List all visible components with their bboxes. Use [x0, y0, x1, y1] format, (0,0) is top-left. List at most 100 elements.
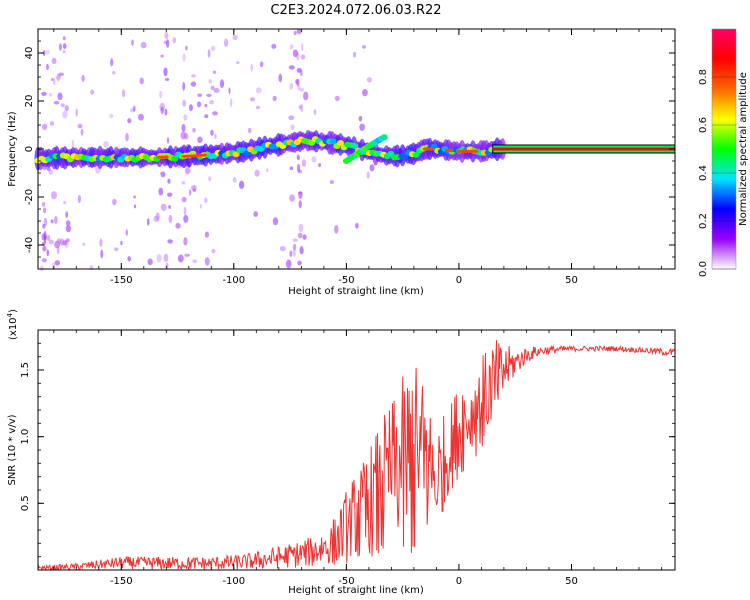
noise-blob — [334, 225, 339, 234]
noise-blob — [147, 258, 153, 266]
noise-blob — [41, 91, 47, 96]
noise-blob — [50, 219, 54, 224]
snr-x-tick-label: 50 — [565, 576, 578, 587]
noise-blob — [183, 133, 189, 140]
noise-blob — [156, 254, 162, 263]
noise-blob — [255, 105, 261, 110]
snr-y-label: SNR (10 * v/v) — [7, 414, 18, 485]
noise-blob — [65, 238, 70, 243]
noise-blob — [300, 69, 303, 77]
noise-blob — [213, 88, 220, 93]
figure-title: C2E3.2024.072.06.03.R22 — [270, 3, 441, 18]
noise-blob — [158, 187, 164, 196]
noise-blob — [133, 195, 136, 199]
noise-blob — [209, 99, 215, 105]
noise-blob — [62, 43, 67, 49]
noise-blob — [140, 41, 147, 49]
noise-blob — [299, 88, 304, 92]
noise-blob — [41, 258, 47, 263]
noise-blob — [53, 78, 56, 86]
noise-blob — [362, 45, 366, 49]
noise-blob — [293, 30, 297, 36]
noise-blob — [167, 178, 171, 184]
noise-blob — [103, 141, 109, 148]
noise-blob — [204, 257, 210, 266]
spectrogram-y-tick-label: -40 — [24, 237, 35, 253]
colorbar-tick-label: 0.4 — [698, 165, 709, 181]
noise-blob — [313, 109, 317, 115]
noise-blob — [51, 191, 57, 200]
noise-blob — [42, 223, 46, 229]
noise-blob — [65, 220, 71, 227]
noise-blob — [46, 249, 50, 257]
colorbar-tick-label: 0.6 — [698, 117, 709, 133]
noise-blob — [292, 238, 298, 242]
noise-blob — [99, 238, 103, 248]
spectrogram-y-tick-label: 20 — [24, 95, 35, 108]
noise-blob — [56, 246, 60, 255]
noise-blob — [62, 110, 68, 119]
spectrogram-x-tick-label: -50 — [338, 275, 354, 286]
noise-blob — [259, 61, 264, 68]
noise-blob — [127, 256, 131, 262]
noise-blob — [279, 246, 286, 252]
noise-blob — [334, 95, 340, 101]
noise-blob — [266, 168, 269, 173]
snr-y-tick-label: 1.5 — [20, 362, 31, 378]
snr-x-label: Height of straight line (km) — [288, 585, 424, 596]
noise-blob — [51, 57, 57, 64]
noise-blob — [204, 103, 208, 108]
snr-ticks: -150 -100 -50 0 50 0.5 1.0 1.5 — [20, 330, 675, 587]
noise-blob — [301, 159, 307, 167]
noise-blob — [297, 232, 303, 239]
noise-blob — [146, 218, 150, 226]
noise-blob — [183, 237, 188, 246]
snr-y-tick-label: 1.0 — [20, 429, 31, 445]
noise-blob — [318, 163, 321, 168]
noise-blob — [160, 172, 165, 176]
noise-blob — [80, 128, 84, 136]
noise-blob — [100, 249, 104, 259]
snr-panel: -150 -100 -50 0 50 0.5 1.0 1.5 Height of straig… — [6, 309, 676, 596]
noise-blob — [271, 43, 277, 49]
noise-blob — [48, 169, 53, 175]
ridge-hot — [448, 149, 454, 153]
noise-blob — [362, 88, 368, 97]
noise-blob — [43, 217, 48, 227]
noise-blob — [42, 207, 47, 214]
noise-blob — [114, 247, 119, 252]
snr-multiplier: (x104) — [6, 309, 19, 340]
noise-blob — [62, 50, 66, 54]
noise-blob — [64, 105, 69, 112]
spectrogram-x-tick-label: 0 — [456, 275, 462, 286]
noise-blob — [191, 185, 197, 191]
noise-blob — [366, 171, 370, 179]
noise-blob — [42, 245, 47, 252]
ridge-core — [412, 151, 420, 158]
noise-blob — [206, 93, 212, 97]
noise-blob — [77, 123, 83, 129]
noise-blob — [301, 42, 304, 52]
noise-blob — [254, 169, 260, 177]
noise-blob — [232, 176, 237, 183]
noise-blob — [42, 123, 48, 130]
noise-blob — [303, 91, 309, 101]
noise-blob — [358, 115, 363, 122]
noise-blob — [255, 87, 262, 94]
colorbar-tick-label: 0.0 — [698, 261, 709, 277]
secondary-streak — [380, 134, 388, 141]
noise-blob — [289, 166, 294, 171]
noise-blob — [168, 214, 173, 224]
ridge-hot — [202, 153, 208, 157]
ridge-core — [232, 151, 240, 158]
snr-x-tick-label: -150 — [110, 576, 133, 587]
noise-blob — [248, 127, 252, 134]
noise-blob — [224, 38, 229, 48]
noise-blob — [296, 154, 300, 161]
noise-blob — [214, 133, 217, 139]
noise-blob — [177, 254, 184, 263]
ridge-core — [329, 138, 337, 145]
noise-blob — [197, 136, 203, 144]
noise-blob — [65, 225, 71, 233]
noise-blob — [272, 217, 279, 226]
